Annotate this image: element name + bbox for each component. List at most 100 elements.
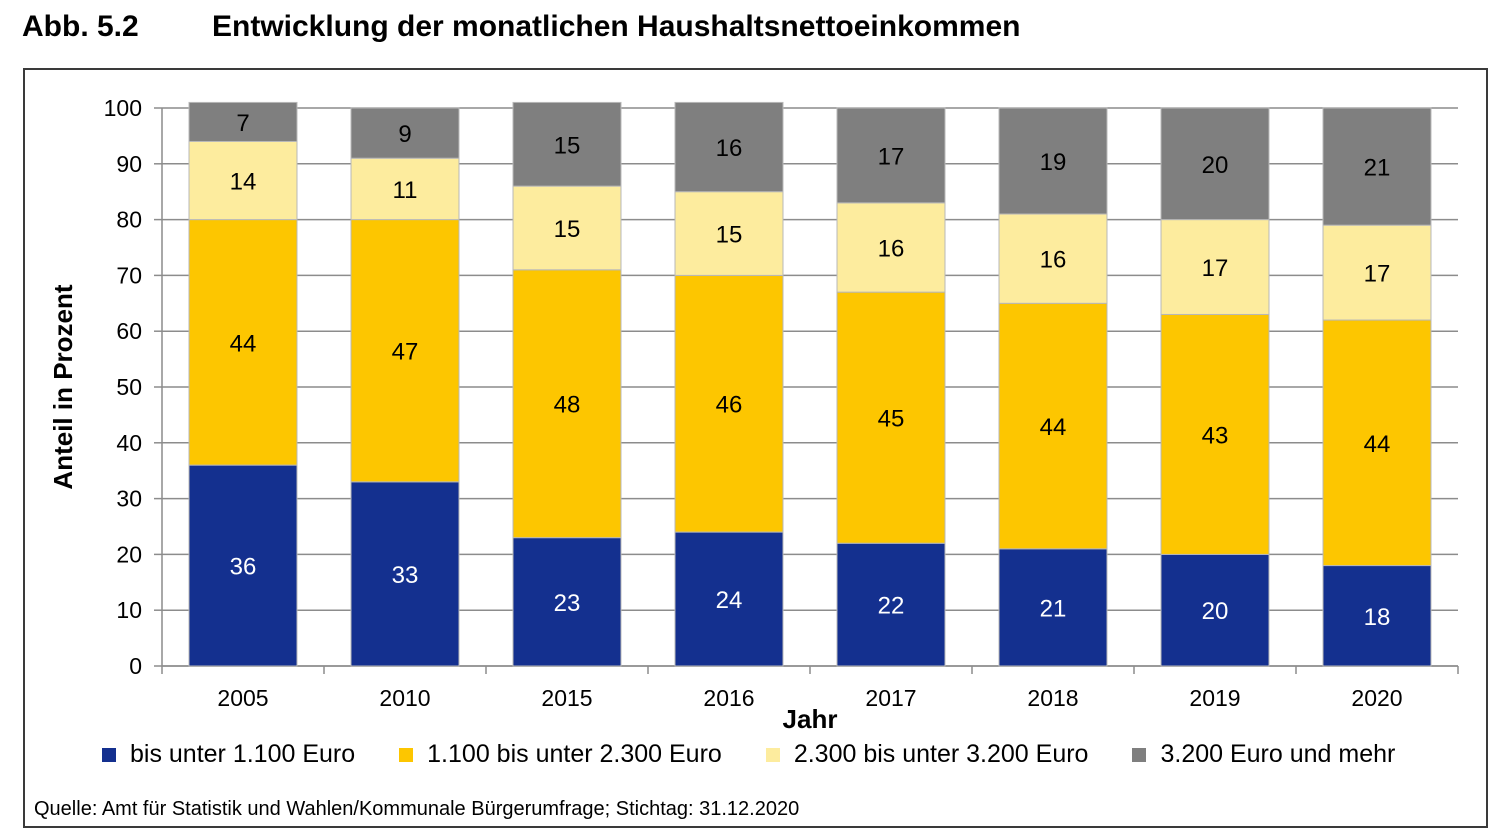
bar-data-label: 15 bbox=[554, 132, 581, 159]
x-tick-label: 2005 bbox=[217, 685, 268, 711]
legend-swatch bbox=[1132, 747, 1147, 762]
legend-label: 1.100 bis unter 2.300 Euro bbox=[427, 740, 722, 768]
y-tick-label: 30 bbox=[116, 486, 142, 512]
bar-segment bbox=[836, 202, 946, 293]
legend-item: bis unter 1.100 Euro bbox=[102, 740, 355, 769]
y-axis-title: Anteil in Prozent bbox=[48, 284, 78, 489]
figure-label: Abb. 5.2 bbox=[22, 10, 139, 43]
bar-data-label: 33 bbox=[392, 562, 419, 589]
bar-data-label: 17 bbox=[1364, 261, 1391, 288]
bar-segment bbox=[1160, 313, 1270, 555]
y-tick-label: 100 bbox=[104, 95, 142, 121]
bar-segment bbox=[350, 219, 460, 483]
bar-data-label: 45 bbox=[878, 406, 905, 433]
bar-segment bbox=[674, 274, 784, 533]
bar-data-label: 23 bbox=[554, 590, 581, 617]
bar-data-label: 18 bbox=[1364, 604, 1391, 631]
bar-segment bbox=[1322, 565, 1432, 667]
bar-data-label: 15 bbox=[554, 216, 581, 243]
bar-data-label: 20 bbox=[1202, 598, 1229, 625]
bar-data-label: 36 bbox=[230, 554, 257, 581]
bar-segment bbox=[674, 101, 784, 193]
legend-label: 2.300 bis unter 3.200 Euro bbox=[793, 740, 1089, 768]
y-tick-label: 80 bbox=[116, 207, 142, 233]
bar-data-label: 47 bbox=[392, 339, 419, 366]
bar-data-label: 16 bbox=[878, 236, 905, 263]
bar-data-label: 9 bbox=[398, 121, 411, 148]
bar-data-label: 17 bbox=[878, 143, 905, 170]
bar-segment bbox=[1160, 553, 1270, 667]
chart-title: Entwicklung der monatlichen Haushaltsnet… bbox=[212, 10, 1021, 43]
bar-segment bbox=[188, 101, 298, 142]
y-tick-label: 60 bbox=[116, 318, 142, 344]
bar-segment bbox=[1322, 319, 1432, 567]
bar-segment bbox=[836, 542, 946, 667]
y-tick-label: 40 bbox=[116, 430, 142, 456]
bar-data-label: 44 bbox=[1364, 431, 1391, 458]
bar-segment bbox=[188, 219, 298, 466]
bar-segment bbox=[836, 107, 946, 204]
bar-segment bbox=[1322, 107, 1432, 226]
legend-label: bis unter 1.100 Euro bbox=[130, 740, 356, 768]
bar-data-label: 16 bbox=[1040, 247, 1067, 274]
legend-swatch bbox=[102, 747, 116, 762]
x-tick-label: 2017 bbox=[865, 685, 916, 711]
bar-segment bbox=[998, 213, 1108, 304]
bar-segment bbox=[674, 191, 784, 276]
bar-segment bbox=[998, 548, 1108, 667]
x-tick-label: 2020 bbox=[1351, 685, 1402, 711]
y-tick-label: 10 bbox=[116, 597, 142, 623]
bar-data-label: 19 bbox=[1040, 149, 1067, 176]
chart-legend: bis unter 1.100 Euro 1.100 bis unter 2.30… bbox=[102, 740, 1439, 769]
bar-data-label: 43 bbox=[1202, 422, 1229, 449]
legend-swatch bbox=[399, 747, 414, 762]
x-tick-label: 2015 bbox=[541, 685, 592, 711]
bar-segment bbox=[188, 464, 298, 667]
x-axis-title: Jahr bbox=[783, 704, 838, 734]
x-tick-label: 2018 bbox=[1027, 685, 1078, 711]
bar-segment bbox=[350, 481, 460, 667]
y-tick-label: 70 bbox=[116, 262, 142, 288]
bar-segment bbox=[836, 291, 946, 544]
bar-data-label: 21 bbox=[1364, 155, 1391, 182]
legend-label: 3.200 Euro und mehr bbox=[1160, 740, 1396, 768]
bar-data-label: 15 bbox=[716, 222, 743, 249]
bar-segment bbox=[350, 107, 460, 159]
bar-segment bbox=[998, 302, 1108, 550]
bar-data-label: 24 bbox=[716, 587, 743, 614]
bar-data-label: 44 bbox=[1040, 414, 1067, 441]
y-tick-label: 50 bbox=[116, 374, 142, 400]
bar-segment bbox=[1160, 219, 1270, 315]
chart-frame bbox=[23, 68, 1488, 828]
legend-item: 3.200 Euro und mehr bbox=[1132, 740, 1395, 769]
bar-data-label: 22 bbox=[878, 593, 905, 620]
bar-data-label: 21 bbox=[1040, 595, 1067, 622]
bar-segment bbox=[512, 269, 622, 539]
bar-segment bbox=[674, 531, 784, 667]
bar-data-label: 48 bbox=[554, 392, 581, 419]
bar-data-label: 11 bbox=[393, 177, 418, 204]
bar-data-label: 44 bbox=[230, 330, 257, 357]
bar-data-label: 14 bbox=[230, 169, 257, 196]
x-tick-label: 2010 bbox=[379, 685, 430, 711]
bar-data-label: 16 bbox=[716, 135, 743, 162]
legend-swatch bbox=[765, 747, 780, 762]
y-tick-label: 90 bbox=[116, 151, 142, 177]
y-tick-label: 0 bbox=[129, 653, 142, 679]
y-tick-label: 20 bbox=[116, 541, 142, 567]
bar-data-label: 7 bbox=[236, 110, 249, 137]
bar-segment bbox=[998, 107, 1108, 215]
bar-data-label: 20 bbox=[1202, 152, 1229, 179]
bar-segment bbox=[1160, 107, 1270, 221]
legend-item: 2.300 bis unter 3.200 Euro bbox=[765, 740, 1089, 769]
bar-segment bbox=[512, 537, 622, 667]
x-tick-label: 2016 bbox=[703, 685, 754, 711]
bar-data-label: 46 bbox=[716, 392, 743, 419]
source-note: Quelle: Amt für Statistik und Wahlen/Kom… bbox=[34, 798, 800, 820]
legend-item: 1.100 bis unter 2.300 Euro bbox=[399, 740, 722, 769]
bar-segment bbox=[188, 140, 298, 221]
bar-data-label: 17 bbox=[1202, 255, 1229, 282]
bar-segment bbox=[512, 101, 622, 187]
x-tick-label: 2019 bbox=[1189, 685, 1240, 711]
